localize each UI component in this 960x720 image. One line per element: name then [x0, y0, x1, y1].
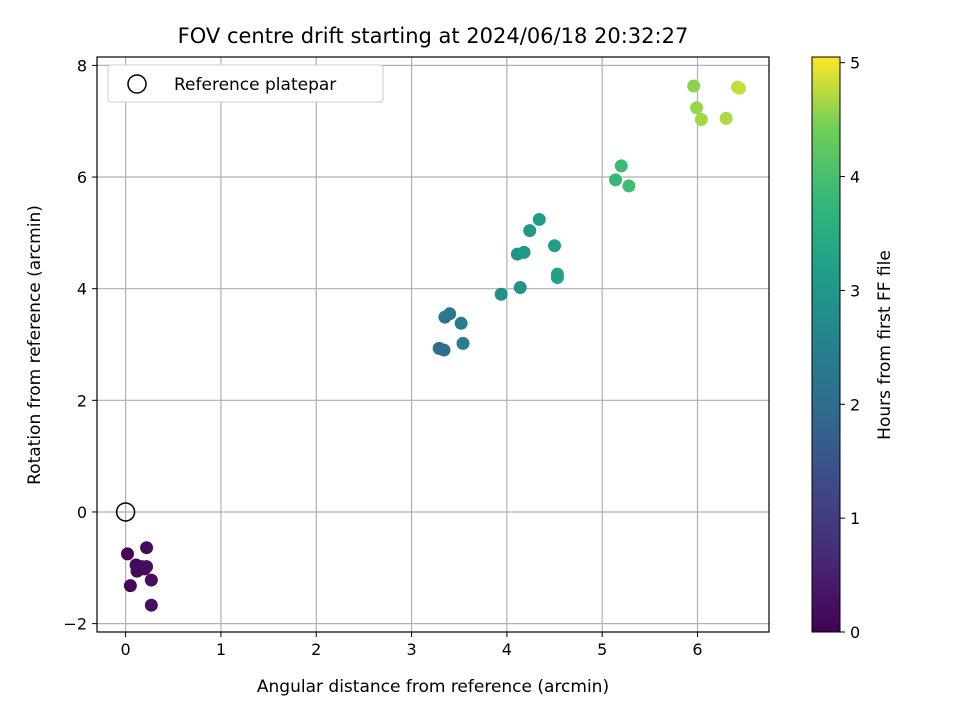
data-point	[532, 212, 546, 226]
y-tick-label: −2	[63, 615, 87, 634]
colorbar-tick-label: 3	[850, 281, 860, 300]
data-point	[513, 281, 527, 295]
colorbar-tick-label: 2	[850, 395, 860, 414]
legend-entry-reference: Reference platepar	[174, 75, 336, 95]
data-point	[121, 547, 135, 561]
data-point	[144, 573, 158, 587]
data-point	[123, 579, 137, 593]
data-point	[523, 224, 537, 238]
legend-box	[107, 64, 384, 103]
data-point	[687, 79, 701, 93]
x-axis-ticks: 0 1 2 3 4 5 6	[121, 632, 703, 659]
data-point	[454, 316, 468, 330]
colorbar-tick-label: 4	[850, 168, 860, 187]
data-point	[614, 159, 628, 173]
y-tick-label: 6	[77, 168, 87, 187]
x-tick-label: 2	[311, 640, 321, 659]
x-tick-label: 6	[692, 640, 702, 659]
data-point	[494, 287, 508, 301]
data-point	[732, 81, 746, 95]
colorbar: 0 1 2 3 4 5 Hours from first FF file	[811, 54, 895, 642]
data-point	[548, 239, 562, 253]
colorbar-tick-label: 1	[850, 509, 860, 528]
data-point	[694, 113, 708, 127]
x-tick-label: 3	[406, 640, 416, 659]
chart-title: FOV centre drift starting at 2024/06/18 …	[178, 24, 689, 48]
data-point	[443, 307, 457, 321]
data-point	[690, 101, 704, 115]
colorbar-gradient	[811, 56, 841, 633]
data-point	[622, 179, 636, 193]
y-tick-label: 2	[77, 391, 87, 410]
grid	[97, 57, 769, 632]
colorbar-tick-label: 0	[850, 623, 860, 642]
data-point	[140, 541, 154, 555]
data-point	[144, 598, 158, 612]
y-tick-label: 4	[77, 280, 87, 299]
reference-platepar-marker	[115, 502, 136, 522]
colorbar-ticks: 0 1 2 3 4 5	[840, 54, 860, 642]
colorbar-tick-label: 5	[850, 54, 860, 73]
data-point	[437, 343, 451, 357]
data-point	[609, 173, 623, 187]
x-tick-label: 4	[502, 640, 512, 659]
x-axis-label: Angular distance from reference (arcmin)	[257, 677, 609, 697]
data-point	[517, 245, 531, 259]
plot-frame	[96, 56, 770, 633]
data-point	[719, 111, 733, 125]
data-point	[550, 271, 564, 285]
data-point	[456, 336, 470, 350]
y-tick-label: 8	[77, 56, 87, 75]
x-tick-label: 1	[216, 640, 226, 659]
legend-marker-icon	[127, 74, 147, 94]
legend: Reference platepar	[107, 64, 384, 103]
y-tick-label: 0	[77, 503, 87, 522]
y-axis-ticks: −2 0 2 4 6 8	[63, 56, 97, 634]
colorbar-label: Hours from first FF file	[875, 250, 895, 440]
y-axis-label: Rotation from reference (arcmin)	[25, 205, 45, 485]
x-tick-label: 0	[121, 640, 131, 659]
x-tick-label: 5	[597, 640, 607, 659]
data-points	[121, 79, 746, 612]
data-point	[140, 560, 154, 574]
